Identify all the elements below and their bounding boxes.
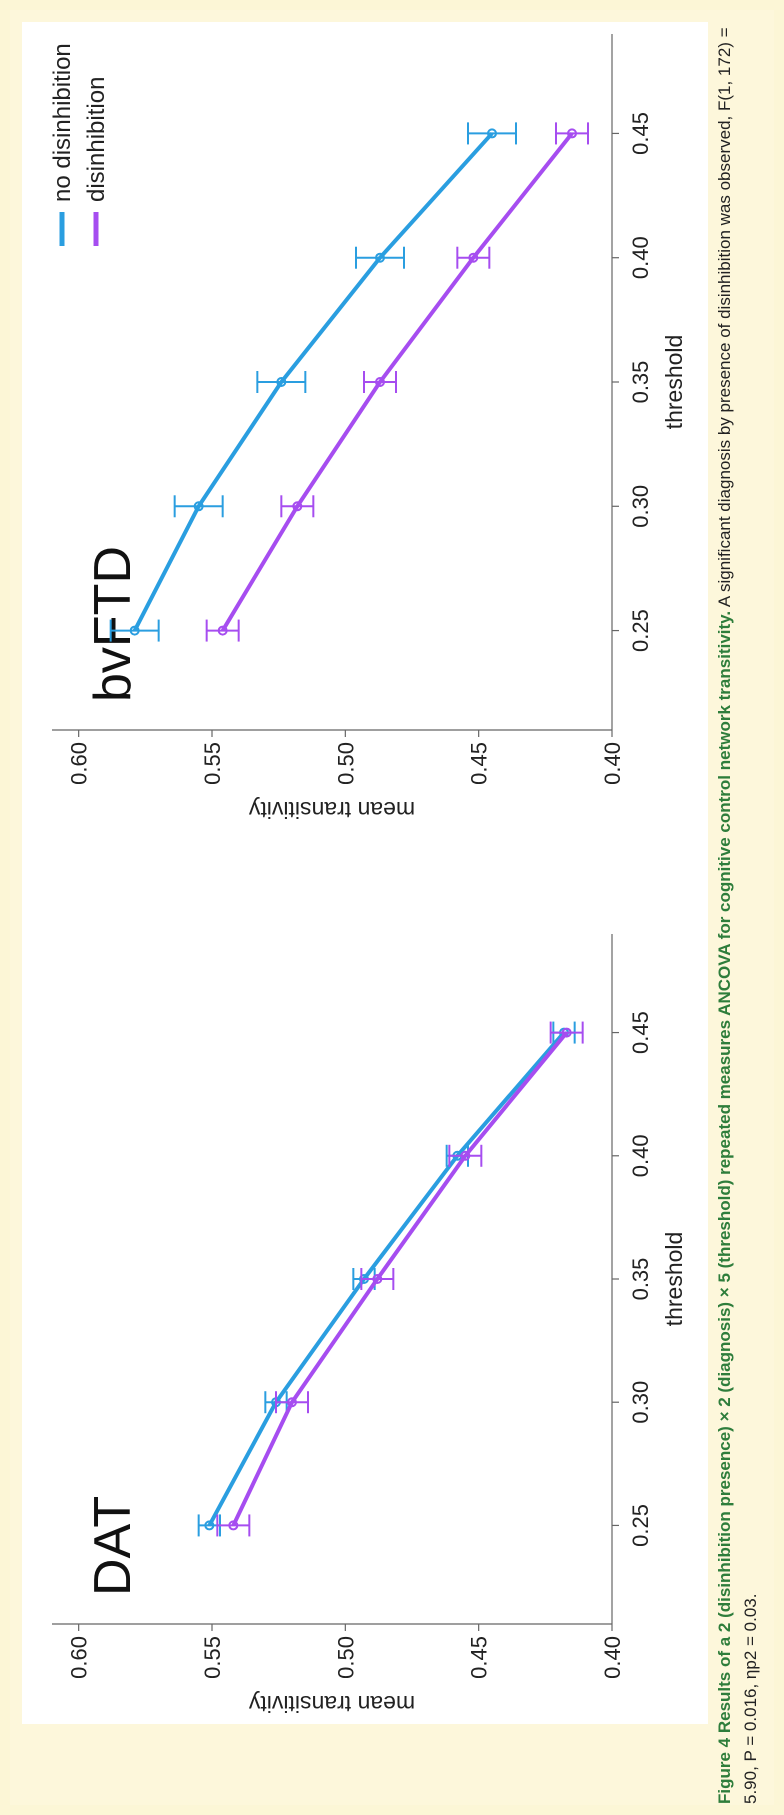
data-point: [460, 1150, 471, 1161]
data-point: [228, 1520, 239, 1531]
series-line: [132, 132, 494, 632]
y-axis-label: mean transitivity: [248, 1691, 415, 1717]
data-point: [204, 1520, 215, 1531]
data-point: [193, 501, 204, 512]
data-point: [468, 252, 479, 263]
y-tick-label: 0.40: [600, 1636, 625, 1679]
panel-title: bvFTD: [84, 546, 142, 702]
y-tick-label: 0.60: [67, 742, 92, 785]
data-point: [129, 625, 140, 636]
series-disinhibition: [216, 1021, 584, 1537]
figure-caption: Figure 4 Results of a 2 (disinhibition p…: [712, 24, 772, 1804]
x-tick-label: 0.45: [628, 1011, 653, 1054]
x-tick-label: 0.30: [628, 485, 653, 528]
series-disinhibition: [205, 122, 589, 642]
y-tick-label: 0.40: [600, 742, 625, 785]
panel-title: DAT: [84, 1496, 142, 1596]
data-point: [292, 501, 303, 512]
legend: no disinhibition disinhibition: [49, 43, 110, 246]
y-tick-label: 0.45: [467, 1636, 492, 1679]
x-tick-label: 0.40: [628, 1134, 653, 1177]
chart-svg: 0.40 0.45 0.50 0.55 0.60 0.25 0.30 0.35 0.40 0.45…: [49, 34, 687, 1717]
x-tick-label: 0.35: [628, 361, 653, 404]
y-tick-label: 0.50: [333, 1636, 358, 1679]
figure-frame: 0.40 0.45 0.50 0.55 0.60 0.25 0.30 0.35 0.40 0.45…: [10, 10, 774, 1805]
data-point: [567, 128, 577, 139]
series-no-disinhibition: [109, 122, 517, 642]
x-tick-label: 0.25: [628, 1504, 653, 1547]
chart-panel-2: 0.40 0.45 0.50 0.55 0.60 0.25 0.30 0.35 0.40 0.45…: [49, 34, 687, 823]
x-tick-label: 0.35: [628, 1258, 653, 1301]
data-point: [287, 1397, 297, 1408]
x-axis-label: threshold: [661, 1232, 687, 1327]
caption-bold: Figure 4 Results of a 2 (disinhibition p…: [715, 610, 734, 1804]
data-point: [561, 1027, 572, 1038]
series-line: [231, 1031, 569, 1527]
plot-panel: 0.40 0.45 0.50 0.55 0.60 0.25 0.30 0.35 0.40 0.45…: [22, 22, 708, 1724]
legend-label: disinhibition: [83, 77, 110, 202]
y-tick-label: 0.55: [200, 742, 225, 785]
data-point: [375, 252, 385, 263]
data-point: [375, 377, 385, 387]
y-tick-label: 0.45: [467, 742, 492, 785]
data-point: [217, 625, 228, 636]
y-axis-label: mean transitivity: [248, 797, 415, 823]
x-tick-label: 0.45: [628, 112, 653, 155]
data-point: [276, 377, 287, 387]
x-tick-label: 0.30: [628, 1381, 653, 1424]
y-tick-label: 0.60: [67, 1636, 92, 1679]
x-tick-label: 0.40: [628, 236, 653, 279]
rotated-figure: 0.40 0.45 0.50 0.55 0.60 0.25 0.30 0.35 0.40 0.45…: [22, 22, 708, 1724]
x-tick-label: 0.25: [628, 609, 653, 652]
y-tick-label: 0.55: [200, 1636, 225, 1679]
data-point: [372, 1274, 383, 1284]
legend-label: no disinhibition: [49, 43, 76, 202]
chart-panel-1: 0.40 0.45 0.50 0.55 0.60 0.25 0.30 0.35 0.40 0.45…: [52, 934, 687, 1717]
data-point: [487, 128, 497, 139]
x-axis-label: threshold: [661, 335, 687, 430]
y-tick-label: 0.50: [333, 742, 358, 785]
